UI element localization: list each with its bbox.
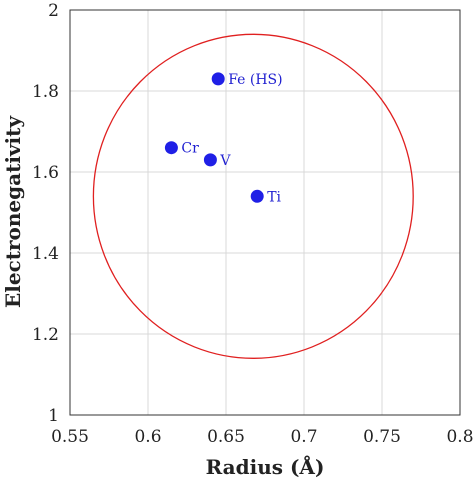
data-points: [164, 72, 264, 203]
x-tick-label: 0.7: [290, 427, 317, 447]
data-point-label: V: [219, 153, 231, 169]
region-circle: [92, 33, 414, 359]
grid: [69, 9, 461, 416]
y-tick-label: 2: [48, 1, 59, 21]
plot-area-frame: [69, 9, 461, 416]
x-tick-label: 0.8: [446, 427, 473, 447]
y-axis-label: Electronegativity: [1, 115, 25, 308]
data-point: [164, 141, 178, 155]
y-tick-label: 1.6: [32, 163, 59, 183]
data-point-label: Fe (HS): [228, 72, 282, 88]
x-axis-label: Radius (Å): [206, 455, 325, 479]
x-tick-label: 0.55: [51, 427, 89, 447]
x-tick-label: 0.6: [134, 427, 161, 447]
data-point-label: Ti: [267, 189, 281, 205]
y-tick-label: 1.2: [32, 325, 59, 345]
data-point-label: Cr: [181, 141, 199, 157]
y-tick-labels: 1 1.2 1.4 1.6 1.8 2: [32, 1, 59, 426]
data-point: [203, 153, 217, 167]
x-tick-labels: 0.55 0.6 0.65 0.7 0.75 0.8: [51, 427, 473, 447]
data-point: [211, 72, 225, 86]
y-tick-label: 1.8: [32, 82, 59, 102]
y-tick-label: 1: [48, 406, 59, 426]
x-tick-label: 0.65: [207, 427, 245, 447]
x-tick-label: 0.75: [363, 427, 401, 447]
data-point: [250, 189, 264, 203]
point-labels: Fe (HS) Cr V Ti: [181, 72, 282, 205]
y-tick-label: 1.4: [32, 244, 59, 264]
